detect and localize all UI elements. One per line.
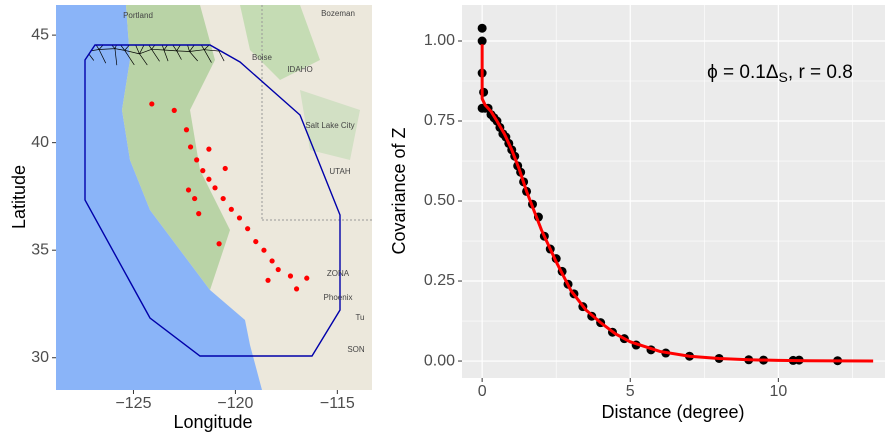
marks — [477, 23, 874, 366]
location-point — [216, 241, 222, 247]
annotation-text: ϕ = 0.1Δ — [707, 62, 779, 83]
location-point — [200, 168, 206, 174]
location-point — [212, 185, 218, 191]
x-axis-title: Distance (degree) — [601, 402, 744, 422]
location-point — [293, 286, 300, 292]
location-point — [236, 215, 243, 221]
location-point — [192, 195, 198, 202]
location-point — [185, 187, 192, 193]
x-tick-label: 0 — [478, 383, 487, 400]
point — [477, 23, 487, 33]
y-tick-label: 40 — [31, 134, 49, 151]
x-tick-label: 10 — [769, 383, 787, 400]
forest — [240, 5, 320, 80]
map-background — [56, 5, 372, 390]
location-point — [245, 226, 251, 232]
location-point — [206, 146, 212, 152]
location-point — [183, 127, 190, 133]
map-label: Portland — [123, 11, 153, 20]
y-axis-title: Covariance of Z — [389, 127, 409, 254]
y-tick-label: 0.25 — [424, 272, 455, 289]
y-tick-label: 0.00 — [424, 352, 455, 369]
location-point — [261, 247, 267, 253]
location-point — [275, 266, 281, 273]
map-label: Salt Lake City — [305, 121, 354, 130]
location-point — [220, 195, 226, 202]
mesh-boundary — [84, 44, 341, 357]
map-label: Boise — [252, 53, 273, 62]
x-tick-label: 5 — [626, 383, 635, 400]
annotation-text: , r = 0.8 — [788, 62, 853, 83]
location-point — [269, 258, 275, 264]
location-point — [149, 101, 155, 107]
x-tick-label: −125 — [115, 395, 151, 412]
y-tick-label: 0.75 — [424, 112, 455, 129]
map-label: ZONA — [327, 269, 350, 278]
y-tick-label: 30 — [31, 349, 49, 366]
location-point — [171, 107, 177, 113]
map-label: Tu — [355, 313, 364, 322]
y-tick-label: 35 — [31, 241, 49, 258]
point — [477, 36, 487, 46]
location-point — [287, 273, 294, 279]
map-label: UTAH — [329, 167, 350, 176]
y-tick-label: 0.50 — [424, 192, 455, 209]
map-label: IDAHO — [287, 65, 312, 74]
location-point — [253, 238, 259, 245]
forest — [122, 5, 230, 290]
location-point — [304, 275, 310, 281]
forest — [300, 90, 360, 160]
locations — [149, 101, 310, 292]
x-axis-title: Longitude — [173, 412, 252, 432]
panel — [462, 5, 885, 378]
map-label: SON — [347, 345, 365, 354]
location-point — [194, 157, 200, 163]
y-axis-title: Latitude — [9, 165, 29, 229]
map-label: Bozeman — [321, 9, 355, 18]
location-point — [206, 176, 212, 182]
y-tick-label: 1.00 — [424, 32, 455, 49]
map-label: Phoenix — [324, 293, 353, 302]
y-tick-label: 45 — [31, 26, 49, 43]
location-point — [196, 211, 202, 217]
x-tick-label: −120 — [217, 395, 253, 412]
x-tick-label: −115 — [320, 395, 355, 412]
location-point — [228, 206, 234, 212]
map-labels: Portland Bozeman Boise IDAHO Salt Lake City U… — [123, 9, 365, 354]
annotation: ϕ = 0.1ΔS, r = 0.8 — [707, 62, 853, 85]
location-point — [187, 144, 194, 150]
fit-line — [480, 44, 874, 363]
annotation-sub: S — [779, 69, 788, 85]
location-point — [222, 165, 228, 172]
location-point — [265, 277, 271, 283]
